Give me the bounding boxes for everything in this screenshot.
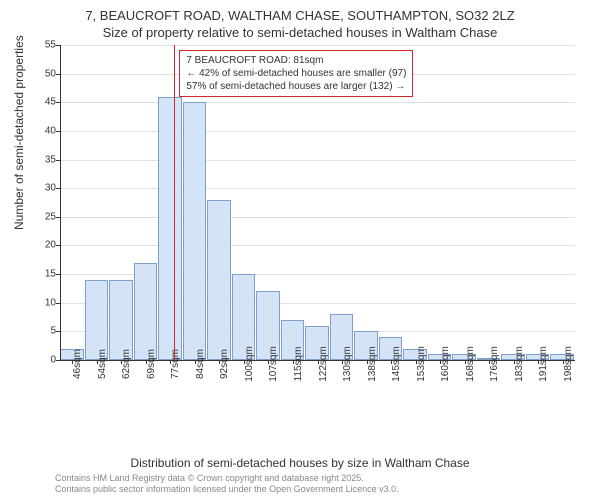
callout-line3: 57% of semi-detached houses are larger (… — [186, 80, 406, 93]
gridline — [60, 45, 575, 46]
x-axis-label: Distribution of semi-detached houses by … — [0, 456, 600, 470]
x-tick-label: 138sqm — [367, 346, 378, 382]
x-tick-label: 168sqm — [465, 346, 476, 382]
callout-line1: 7 BEAUCROFT ROAD: 81sqm — [186, 54, 406, 67]
gridline — [60, 217, 575, 218]
histogram-bar — [109, 280, 133, 360]
gridline — [60, 188, 575, 189]
x-tick-label: 77sqm — [170, 349, 181, 379]
y-tick-label: 25 — [45, 211, 56, 222]
y-tick-label: 55 — [45, 40, 56, 51]
x-tick-label: 62sqm — [121, 349, 132, 379]
x-tick-label: 84sqm — [195, 349, 206, 379]
x-tick-label: 198sqm — [563, 346, 574, 382]
x-tick-label: 145sqm — [391, 346, 402, 382]
x-tick-label: 46sqm — [72, 349, 83, 379]
gridline — [60, 102, 575, 103]
x-tick-label: 115sqm — [293, 347, 304, 382]
gridline — [60, 131, 575, 132]
y-axis-label: Number of semi-detached properties — [12, 35, 26, 230]
chart-plot-area: 051015202530354045505546sqm54sqm62sqm69s… — [60, 45, 575, 415]
y-tick-label: 45 — [45, 97, 56, 108]
y-axis-line — [60, 45, 61, 360]
x-tick-label: 107sqm — [268, 346, 279, 382]
footer-line1: Contains HM Land Registry data © Crown c… — [55, 473, 399, 485]
callout-box: 7 BEAUCROFT ROAD: 81sqm← 42% of semi-det… — [179, 50, 413, 97]
x-tick-label: 153sqm — [416, 346, 427, 382]
x-axis-line — [60, 360, 575, 361]
footer-line2: Contains public sector information licen… — [55, 484, 399, 496]
page-title-line1: 7, BEAUCROFT ROAD, WALTHAM CHASE, SOUTHA… — [0, 0, 600, 23]
x-tick-label: 160sqm — [440, 346, 451, 382]
x-tick-label: 92sqm — [219, 349, 230, 379]
histogram-bar — [85, 280, 109, 360]
x-tick-label: 69sqm — [146, 349, 157, 379]
x-tick-label: 122sqm — [318, 346, 329, 382]
reference-line — [174, 45, 175, 360]
histogram-bar — [207, 200, 231, 360]
y-tick-label: 40 — [45, 125, 56, 136]
histogram-bar — [158, 97, 182, 360]
x-tick-label: 54sqm — [97, 349, 108, 379]
y-tick-label: 15 — [45, 269, 56, 280]
y-tick-label: 30 — [45, 183, 56, 194]
x-tick-label: 191sqm — [538, 346, 549, 382]
x-tick-label: 176sqm — [489, 346, 500, 382]
y-tick-label: 10 — [45, 297, 56, 308]
gridline — [60, 245, 575, 246]
y-tick-label: 20 — [45, 240, 56, 251]
y-tick-label: 35 — [45, 154, 56, 165]
gridline — [60, 160, 575, 161]
x-tick-label: 130sqm — [342, 346, 353, 382]
y-tick-label: 50 — [45, 68, 56, 79]
x-tick-label: 183sqm — [514, 346, 525, 382]
page-title-line2: Size of property relative to semi-detach… — [0, 23, 600, 40]
x-tick-label: 100sqm — [244, 346, 255, 382]
footer-attribution: Contains HM Land Registry data © Crown c… — [55, 473, 399, 496]
histogram-bar — [134, 263, 158, 360]
callout-line2: ← 42% of semi-detached houses are smalle… — [186, 67, 406, 80]
histogram-bar — [183, 102, 207, 360]
